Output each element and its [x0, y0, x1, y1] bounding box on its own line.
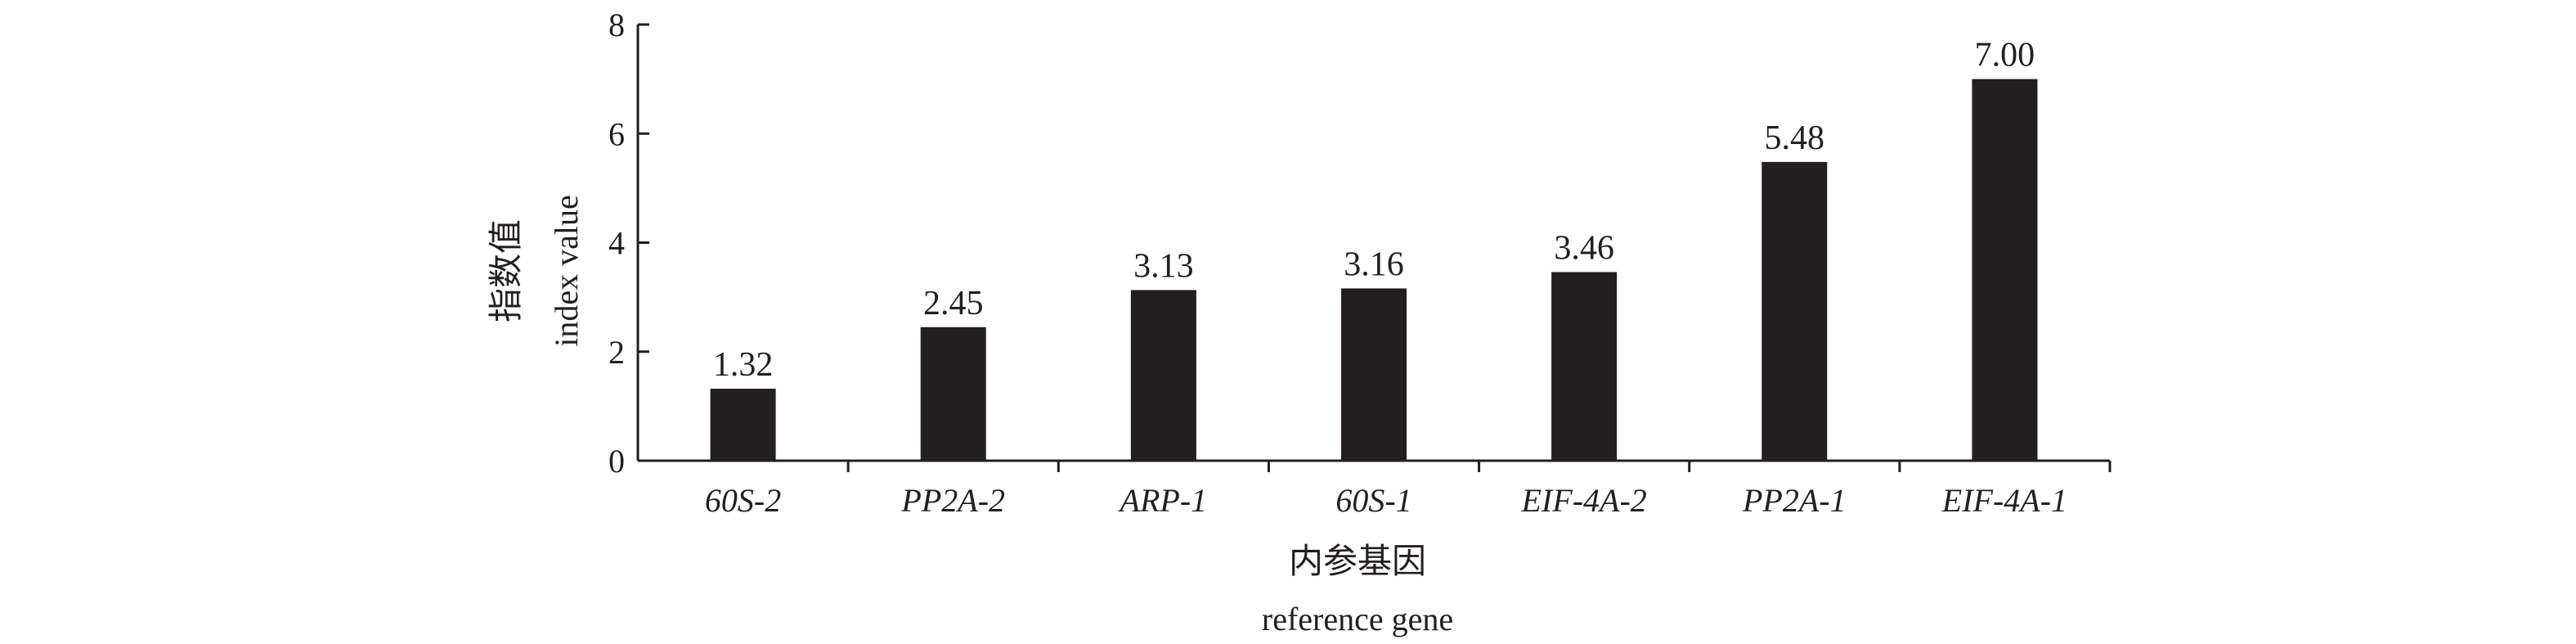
bar-value-label: 5.48 — [1765, 119, 1825, 157]
y-tick-label: 8 — [608, 7, 625, 43]
bar — [920, 327, 986, 461]
bars — [710, 79, 2038, 461]
bar — [710, 389, 776, 461]
bar — [1130, 290, 1196, 461]
y-tick-label: 6 — [608, 115, 625, 152]
bar — [1551, 272, 1618, 461]
y-axis-title-cn: 指数值 — [486, 219, 526, 322]
x-axis-title-cn: 内参基因 — [1289, 541, 1426, 581]
bar-value-label: 2.45 — [923, 285, 984, 322]
bar-value-label: 7.00 — [1975, 37, 2035, 74]
category-label: EIF-4A-2 — [1521, 482, 1647, 519]
bar — [1341, 288, 1407, 461]
x-axis-ticks — [846, 461, 2112, 472]
category-label: PP2A-1 — [1742, 482, 1847, 519]
category-label: 60S-1 — [1335, 482, 1411, 519]
x-axis-title-en: reference gene — [1262, 601, 1453, 637]
category-labels: 60S-2 PP2A-2 ARP-1 60S-1 EIF-4A-2 PP2A-1 EIF-4… — [705, 482, 2067, 519]
category-label: 60S-2 — [705, 482, 781, 519]
y-tick-label: 0 — [608, 443, 625, 480]
bar-value-label: 1.32 — [713, 346, 774, 384]
category-label: ARP-1 — [1118, 482, 1208, 519]
y-axis-ticks: 0 2 4 6 8 — [608, 7, 649, 480]
bar — [1761, 161, 1828, 461]
y-tick-label: 4 — [608, 225, 625, 262]
bar-value-label: 3.16 — [1344, 245, 1404, 283]
bar — [1972, 79, 2038, 461]
bar-value-label: 3.46 — [1554, 229, 1614, 267]
category-label: EIF-4A-1 — [1941, 482, 2067, 519]
y-tick-label: 2 — [608, 334, 625, 371]
value-labels: 1.32 2.45 3.13 3.16 3.46 5.48 7.00 — [713, 37, 2035, 384]
y-axis-title-en: index value — [548, 195, 585, 347]
bar-value-label: 3.13 — [1133, 247, 1194, 285]
category-label: PP2A-2 — [900, 482, 1005, 519]
